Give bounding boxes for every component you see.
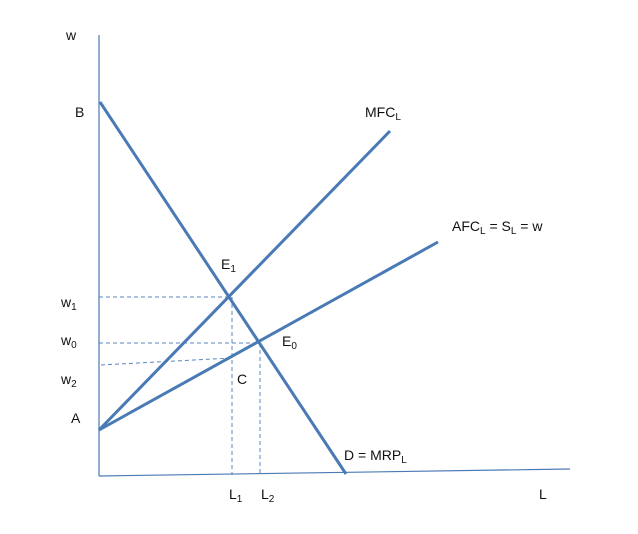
point-b-label: B [75,104,85,120]
demand-mrp-label: D = MRPL [344,447,407,466]
point-c-label: C [237,371,248,387]
mfc-label: MFCL [365,104,401,123]
demand-mrp-line [98,101,348,475]
afc-supply-label: AFCL = SL = w [452,218,543,237]
l2-tick-label: L2 [261,486,275,505]
x-axis-label: L [539,486,547,502]
mfc-line [97,129,392,432]
x-axis [98,468,571,477]
afc-supply-line [98,240,439,432]
point-e1-label: E1 [221,256,236,275]
y-axis-label: w [66,27,77,43]
w2-tick-label: w2 [61,371,77,390]
point-a-label: A [71,410,81,426]
l1-tick-label: L1 [229,486,243,505]
w0-tick-label: w0 [61,332,77,351]
point-e0-label: E0 [282,333,297,352]
w1-tick-label: w1 [61,294,77,313]
